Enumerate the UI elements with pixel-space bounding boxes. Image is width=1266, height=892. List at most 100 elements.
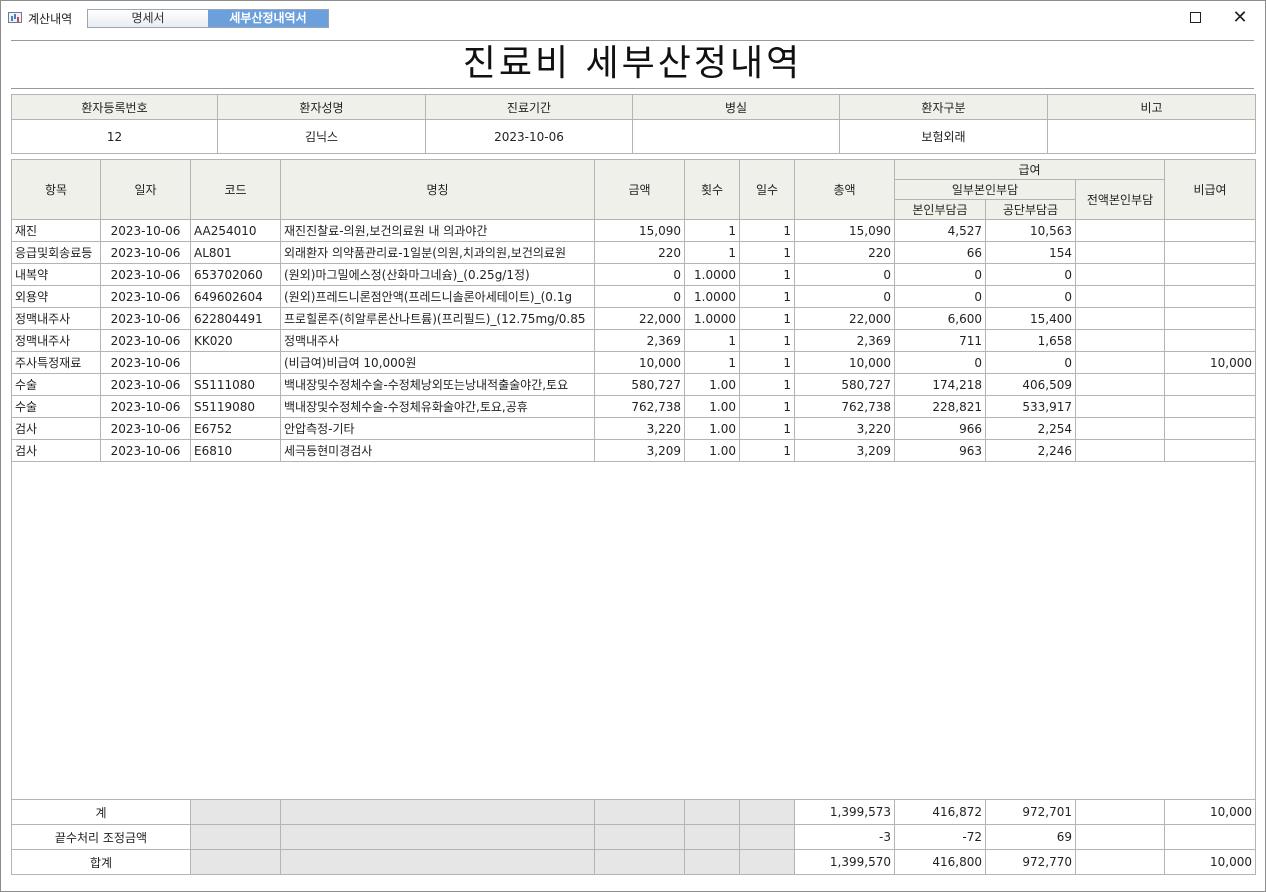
- row-insurer-share: 406,509: [986, 374, 1076, 396]
- table-row[interactable]: 응급및회송료등 2023-10-06 AL801 외래환자 의약품관리료-1일분(의원…: [12, 242, 1256, 264]
- row-date: 2023-10-06: [101, 308, 191, 330]
- tab-statement[interactable]: 명세서: [88, 10, 208, 27]
- summary-blank-cell: [191, 825, 281, 850]
- title-bottom-rule: [11, 88, 1254, 89]
- row-insurer-share: 2,254: [986, 418, 1076, 440]
- close-button[interactable]: ✕: [1225, 7, 1255, 29]
- row-non-covered: [1165, 374, 1256, 396]
- row-item: 정맥내주사: [12, 330, 101, 352]
- summary-blank-cell: [685, 800, 740, 825]
- rounding-adjust-row: 끝수처리 조정금액 -3 -72 69: [12, 825, 1256, 850]
- row-amount: 22,000: [595, 308, 685, 330]
- app-title: 계산내역: [28, 10, 72, 27]
- row-date: 2023-10-06: [101, 286, 191, 308]
- summary-non-covered: 10,000: [1165, 850, 1256, 875]
- summary-patient-share: 416,800: [895, 850, 986, 875]
- table-row[interactable]: 검사 2023-10-06 E6752 안압측정-기타 3,220 1.00 1 3,220 9…: [12, 418, 1256, 440]
- row-total: 580,727: [795, 374, 895, 396]
- table-row[interactable]: 내복약 2023-10-06 653702060 (원외)마그밀에스정(산화마그네슘)…: [12, 264, 1256, 286]
- col-patient-share: 본인부담금: [895, 200, 986, 220]
- row-code: S5119080: [191, 396, 281, 418]
- header-ward: 병실: [633, 95, 840, 120]
- row-date: 2023-10-06: [101, 396, 191, 418]
- row-item: 수술: [12, 396, 101, 418]
- col-code: 코드: [191, 160, 281, 220]
- row-full-self: [1076, 286, 1165, 308]
- ward-value: [633, 120, 840, 154]
- row-code: KK020: [191, 330, 281, 352]
- row-patient-share: 963: [895, 440, 986, 462]
- summary-total: -3: [795, 825, 895, 850]
- title-bar: 계산내역 명세서 세부산정내역서 ✕: [1, 1, 1265, 35]
- row-item: 응급및회송료등: [12, 242, 101, 264]
- row-days: 1: [740, 308, 795, 330]
- summary-total: 1,399,570: [795, 850, 895, 875]
- row-count: 1: [685, 242, 740, 264]
- row-insurer-share: 0: [986, 286, 1076, 308]
- summary-insurer-share: 972,770: [986, 850, 1076, 875]
- row-date: 2023-10-06: [101, 242, 191, 264]
- summary-label: 합계: [12, 850, 191, 875]
- treatment-period-value: 2023-10-06: [426, 120, 633, 154]
- row-code: AL801: [191, 242, 281, 264]
- table-row[interactable]: 외용약 2023-10-06 649602604 (원외)프레드니론점안액(프레드니솔…: [12, 286, 1256, 308]
- row-amount: 3,209: [595, 440, 685, 462]
- remarks-value: [1048, 120, 1256, 154]
- header-treatment-period: 진료기간: [426, 95, 633, 120]
- row-code: [191, 352, 281, 374]
- row-patient-share: 174,218: [895, 374, 986, 396]
- table-row[interactable]: 주사특정재료 2023-10-06 (비급여)비급여 10,000원 10,000 1 1…: [12, 352, 1256, 374]
- row-total: 10,000: [795, 352, 895, 374]
- header-patient-type: 환자구분: [840, 95, 1048, 120]
- row-name: 백내장및수정체수술-수정체유화술야간,토요,공휴: [281, 396, 595, 418]
- row-patient-share: 0: [895, 286, 986, 308]
- tab-detail-breakdown[interactable]: 세부산정내역서: [208, 10, 328, 27]
- table-row[interactable]: 검사 2023-10-06 E6810 세극등현미경검사 3,209 1.00 1 3,209…: [12, 440, 1256, 462]
- row-count: 1: [685, 220, 740, 242]
- row-days: 1: [740, 286, 795, 308]
- row-patient-share: 4,527: [895, 220, 986, 242]
- detail-rows: 재진 2023-10-06 AA254010 재진진찰료-의원,보건의료원 내 의과야…: [12, 220, 1256, 462]
- row-patient-share: 0: [895, 264, 986, 286]
- summary-blank-cell: [281, 850, 595, 875]
- maximize-button[interactable]: [1180, 7, 1210, 29]
- row-date: 2023-10-06: [101, 374, 191, 396]
- row-non-covered: [1165, 242, 1256, 264]
- header-patient-name: 환자성명: [218, 95, 426, 120]
- row-item: 내복약: [12, 264, 101, 286]
- table-row[interactable]: 수술 2023-10-06 S5119080 백내장및수정체수술-수정체유화술야간,토…: [12, 396, 1256, 418]
- summary-blank-cell: [191, 800, 281, 825]
- summary-non-covered: 10,000: [1165, 800, 1256, 825]
- subtotal-row: 계 1,399,573 416,872 972,701 10,000: [12, 800, 1256, 825]
- header-remarks: 비고: [1048, 95, 1256, 120]
- row-full-self: [1076, 330, 1165, 352]
- patient-header-row: 환자등록번호 환자성명 진료기간 병실 환자구분 비고: [12, 95, 1256, 120]
- row-code: AA254010: [191, 220, 281, 242]
- row-non-covered: 10,000: [1165, 352, 1256, 374]
- row-patient-share: 6,600: [895, 308, 986, 330]
- row-full-self: [1076, 352, 1165, 374]
- row-insurer-share: 154: [986, 242, 1076, 264]
- row-count: 1.00: [685, 396, 740, 418]
- summary-blank-cell: [685, 825, 740, 850]
- row-insurer-share: 1,658: [986, 330, 1076, 352]
- summary-blank-cell: [281, 800, 595, 825]
- row-non-covered: [1165, 264, 1256, 286]
- row-full-self: [1076, 308, 1165, 330]
- summary-patient-share: -72: [895, 825, 986, 850]
- row-insurer-share: 0: [986, 264, 1076, 286]
- col-amount: 금액: [595, 160, 685, 220]
- table-row[interactable]: 정맥내주사 2023-10-06 622804491 프로힐론주(히알루론산나트륨)(…: [12, 308, 1256, 330]
- row-amount: 0: [595, 286, 685, 308]
- row-item: 재진: [12, 220, 101, 242]
- row-item: 정맥내주사: [12, 308, 101, 330]
- table-row[interactable]: 수술 2023-10-06 S5111080 백내장및수정체수술-수정체낭외또는낭내적…: [12, 374, 1256, 396]
- row-days: 1: [740, 242, 795, 264]
- table-row[interactable]: 정맥내주사 2023-10-06 KK020 정맥내주사 2,369 1 1 2,369 711…: [12, 330, 1256, 352]
- row-days: 1: [740, 440, 795, 462]
- table-row[interactable]: 재진 2023-10-06 AA254010 재진진찰료-의원,보건의료원 내 의과야…: [12, 220, 1256, 242]
- header-patient-id: 환자등록번호: [12, 95, 218, 120]
- row-insurer-share: 10,563: [986, 220, 1076, 242]
- summary-rows: 계 1,399,573 416,872 972,701 10,000 끝수처리 조정금액 -…: [12, 800, 1256, 875]
- row-amount: 3,220: [595, 418, 685, 440]
